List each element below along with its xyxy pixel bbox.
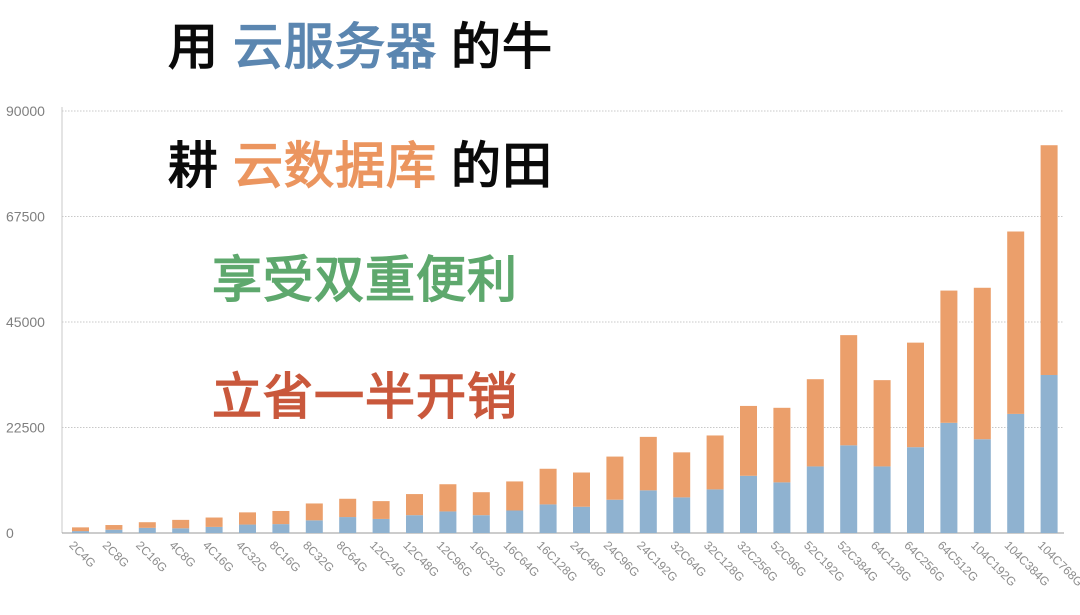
bar-server — [372, 518, 390, 533]
headline-line-1: 用云服务器 的牛 — [168, 17, 553, 77]
bar-server — [1040, 374, 1058, 533]
y-tick-label: 45000 — [6, 314, 45, 330]
bar-database — [639, 436, 657, 491]
bar-database — [973, 287, 991, 440]
bar-server — [873, 466, 891, 533]
bar-database — [773, 407, 791, 483]
headline-line-4: 立省一半开销 — [212, 367, 518, 427]
y-tick-label: 90000 — [6, 103, 45, 119]
bar-server — [239, 524, 256, 533]
x-tick-label: 4C32G — [233, 538, 270, 575]
bar-server — [673, 497, 691, 533]
x-tick-label: 24C96G — [601, 538, 643, 580]
bar-server — [840, 445, 858, 533]
bar-database — [940, 290, 958, 423]
bar-database — [472, 492, 490, 516]
bar-server — [506, 510, 524, 533]
bar-database — [673, 452, 691, 498]
bar-database — [406, 494, 423, 516]
bar-server — [806, 466, 824, 533]
y-tick-label: 0 — [6, 525, 14, 541]
bar-server — [339, 517, 357, 533]
y-tick-label: 22500 — [6, 420, 45, 436]
bar-database — [72, 527, 89, 532]
bar-server — [472, 515, 490, 533]
headline-3-text: 享受双重便利 — [212, 251, 518, 309]
x-tick-label: 12C48G — [400, 538, 442, 580]
bar-server — [138, 527, 156, 533]
bar-server — [72, 531, 89, 533]
x-tick-label: 4C8G — [167, 538, 199, 570]
bar-server — [940, 422, 958, 533]
headline-2-prefix: 耕 — [168, 137, 219, 195]
headline-1-server: 云服务器 — [233, 18, 437, 76]
bar-database — [272, 510, 290, 525]
bar-server — [773, 482, 791, 533]
bar-server — [1007, 413, 1025, 533]
bar-server — [606, 499, 624, 533]
bar-database — [907, 342, 924, 448]
bar-server — [305, 520, 323, 533]
bar-database — [840, 335, 858, 446]
bar-server — [573, 506, 590, 533]
bar-server — [105, 529, 123, 533]
bar-server — [406, 515, 423, 533]
bar-database — [1007, 231, 1025, 414]
bar-database — [239, 512, 256, 525]
bar-database — [305, 503, 323, 521]
headline-line-2: 耕云数据库 的田 — [168, 136, 553, 196]
bar-database — [105, 525, 123, 530]
bar-server — [439, 511, 457, 533]
x-tick-label: 8C16G — [267, 538, 304, 575]
bar-server — [740, 475, 757, 533]
bar-database — [573, 472, 590, 507]
headline-2-suffix: 的田 — [451, 137, 553, 195]
headline-1-prefix: 用 — [168, 18, 219, 76]
bar-server — [907, 447, 924, 533]
bar-server — [205, 526, 223, 533]
bar-database — [806, 379, 824, 467]
bar-database — [873, 380, 891, 467]
headline-2-database: 云数据库 — [233, 137, 437, 195]
bar-database — [439, 484, 457, 512]
bar-database — [172, 519, 190, 529]
bar-server — [639, 490, 657, 533]
bar-server — [973, 439, 991, 533]
bar-database — [740, 405, 757, 476]
x-tick-label: 8C32G — [300, 538, 337, 575]
x-tick-label: 2C8G — [100, 538, 132, 570]
x-tick-label: 4C16G — [200, 538, 237, 575]
x-tick-label: 12C24G — [367, 538, 409, 580]
x-tick-label: 8C64G — [334, 538, 371, 575]
bar-server — [272, 524, 290, 533]
bar-server — [706, 489, 724, 533]
bar-database — [372, 501, 390, 519]
bar-database — [706, 435, 724, 490]
bar-database — [1040, 145, 1058, 375]
bar-database — [339, 498, 357, 518]
headline-1-suffix: 的牛 — [451, 18, 553, 76]
bar-database — [138, 522, 156, 528]
x-tick-label: 16C64G — [501, 538, 543, 580]
bar-server — [172, 528, 190, 533]
bar-database — [205, 517, 223, 527]
bar-server — [539, 504, 557, 533]
bar-database — [539, 468, 557, 505]
x-tick-label: 12C96G — [434, 538, 476, 580]
bar-database — [506, 481, 524, 511]
headline-4-text: 立省一半开销 — [212, 368, 518, 426]
bar-database — [606, 456, 624, 500]
headline-line-3: 享受双重便利 — [212, 250, 518, 310]
x-tick-label: 16C32G — [467, 538, 509, 580]
x-tick-label: 2C4G — [66, 538, 98, 570]
y-tick-label: 67500 — [6, 209, 45, 225]
x-tick-label: 2C16G — [133, 538, 170, 575]
